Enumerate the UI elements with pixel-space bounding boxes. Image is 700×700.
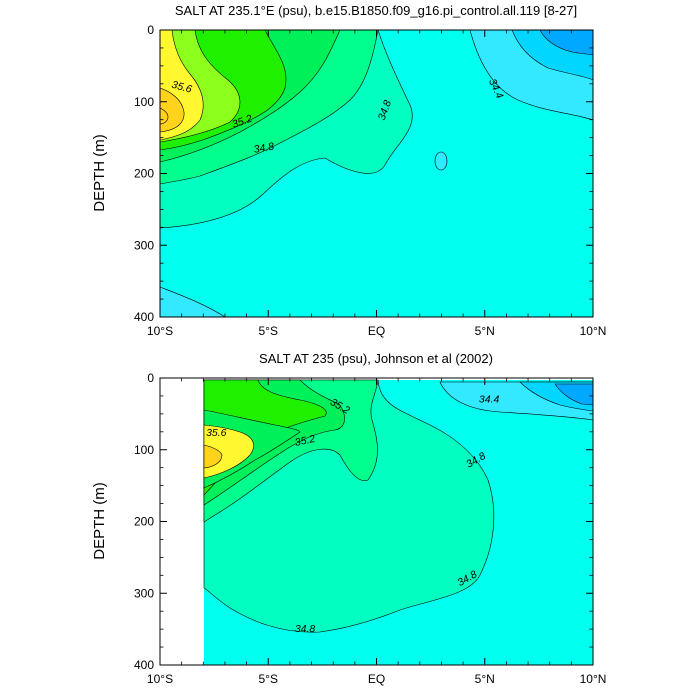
panel-obs-axes: 10°S 5°S EQ 5°N 10°N 0 100 200 300 400 <box>134 371 606 686</box>
salinity-band-yellow <box>203 424 254 479</box>
panel-model-ylabel: DEPTH (m) <box>91 134 108 212</box>
x-tick-label: 10°S <box>147 324 173 338</box>
x-tick-label: 5°S <box>259 672 278 686</box>
y-tick-label: 300 <box>134 238 154 252</box>
panel-obs-ylabel: DEPTH (m) <box>91 482 108 560</box>
x-tick-label: 5°S <box>259 324 278 338</box>
panel-model: SALT AT 235.1°E (psu), b.e15.B1850.f09_g… <box>91 3 606 338</box>
panel-obs-title: SALT AT 235 (psu), Johnson et al (2002) <box>259 351 493 366</box>
contour-label: 35.6 <box>206 427 227 439</box>
y-tick-label: 100 <box>134 443 154 457</box>
contour-label: 35.6 <box>170 79 193 96</box>
y-tick-label: 100 <box>134 95 154 109</box>
y-tick-label: 300 <box>134 586 154 600</box>
x-tick-label: 10°N <box>580 324 607 338</box>
contour-label: 34.8 <box>295 623 316 635</box>
x-tick-label: 5°N <box>475 324 495 338</box>
y-tick-label: 400 <box>134 310 154 324</box>
y-tick-label: 0 <box>147 371 154 385</box>
x-tick-label: 10°N <box>580 672 607 686</box>
salinity-band-low <box>539 30 593 56</box>
x-tick-label: 5°N <box>475 672 495 686</box>
panel-obs-fill <box>203 379 593 665</box>
contour-label: 34.4 <box>479 393 500 405</box>
panel-model-axes: 10°S 5°S EQ 5°N 10°N 0 100 200 300 400 <box>134 23 606 338</box>
y-tick-label: 400 <box>134 658 154 672</box>
contour-label: 35.2 <box>294 433 317 449</box>
panel-model-fill <box>160 30 593 317</box>
y-tick-label: 0 <box>147 23 154 37</box>
x-tick-label: EQ <box>368 324 385 338</box>
x-tick-label: 10°S <box>147 672 173 686</box>
x-tick-label: EQ <box>368 672 385 686</box>
contour-label: 34.8 <box>253 140 275 155</box>
y-tick-label: 200 <box>134 167 154 181</box>
salinity-band-low <box>554 383 593 406</box>
panel-model-title: SALT AT 235.1°E (psu), b.e15.B1850.f09_g… <box>175 3 577 18</box>
salinity-band-gold <box>203 444 223 469</box>
panel-obs: SALT AT 235 (psu), Johnson et al (2002) … <box>91 351 606 686</box>
y-tick-label: 200 <box>134 515 154 529</box>
salinity-band-low-eddy <box>434 151 448 171</box>
